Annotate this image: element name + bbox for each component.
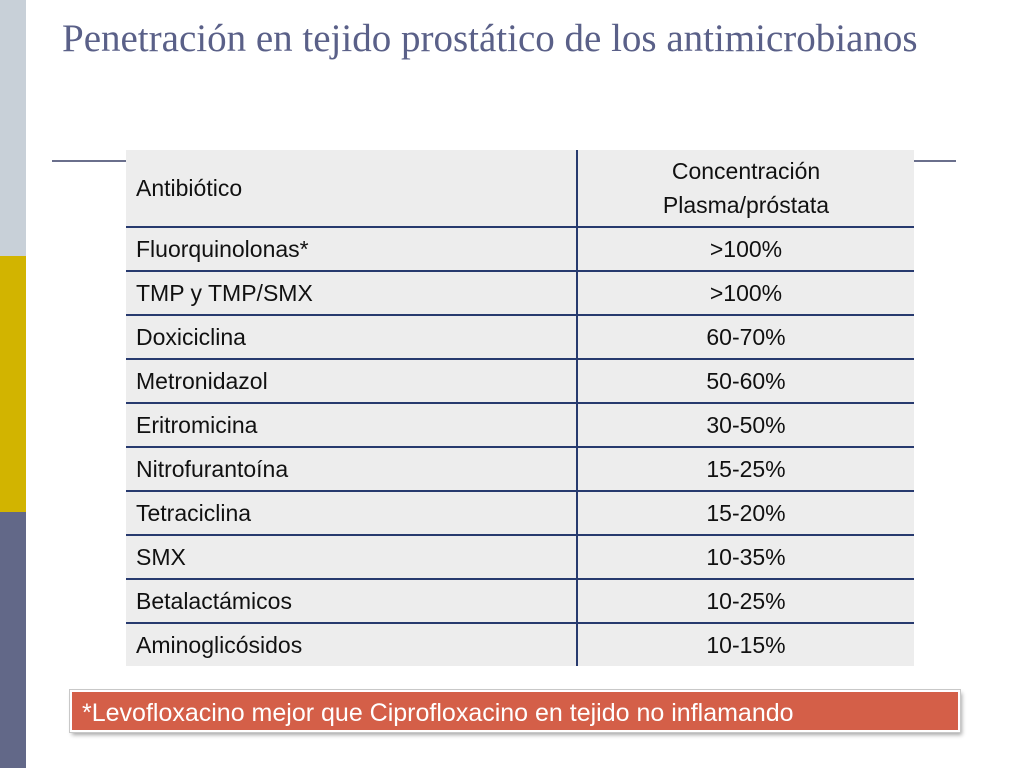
footnote-box: *Levofloxacino mejor que Ciprofloxacino … (70, 690, 960, 732)
cell-concentration: >100% (577, 227, 914, 272)
table-row: Fluorquinolonas* >100% (126, 227, 914, 272)
table-header-row: Antibiótico Concentración Plasma/próstat… (126, 150, 914, 228)
cell-antibiotic: Eritromicina (126, 403, 578, 448)
cell-antibiotic: Tetraciclina (126, 491, 578, 536)
decorative-stripe-bottom (0, 512, 26, 768)
table-row: Doxiciclina 60-70% (126, 315, 914, 360)
cell-concentration: >100% (577, 271, 914, 316)
cell-concentration: 10-35% (577, 535, 914, 580)
cell-concentration: 15-25% (577, 447, 914, 492)
cell-concentration: 15-20% (577, 491, 914, 536)
cell-concentration: 10-25% (577, 579, 914, 624)
table-row: Tetraciclina 15-20% (126, 491, 914, 536)
table-body: Fluorquinolonas* >100% TMP y TMP/SMX >100% D… (126, 227, 914, 666)
cell-concentration: 60-70% (577, 315, 914, 360)
cell-antibiotic: Aminoglicósidos (126, 623, 578, 666)
table-row: SMX 10-35% (126, 535, 914, 580)
antibiotic-table-container: Antibiótico Concentración Plasma/próstat… (126, 150, 914, 666)
cell-antibiotic: Metronidazol (126, 359, 578, 404)
cell-concentration: 10-15% (706, 632, 786, 658)
cell-antibiotic: Fluorquinolonas* (126, 227, 578, 272)
cell-antibiotic: Betalactámicos (126, 579, 578, 624)
table-row: Metronidazol 50-60% (126, 359, 914, 404)
table-row: Nitrofurantoína 15-25% (126, 447, 914, 492)
table-row: Eritromicina 30-50% (126, 403, 914, 448)
title-underline-right (912, 160, 956, 162)
header-antibiotic: Antibiótico (126, 150, 578, 228)
cell-antibiotic: Doxiciclina (126, 315, 578, 360)
slide-title: Penetración en tejido prostático de los … (62, 17, 918, 60)
decorative-stripe-top (0, 0, 26, 256)
antibiotic-penetration-table: Antibiótico Concentración Plasma/próstat… (126, 150, 914, 666)
cell-antibiotic: SMX (126, 535, 578, 580)
table-row: TMP y TMP/SMX >100% (126, 271, 914, 316)
cell-antibiotic: Nitrofurantoína (126, 447, 578, 492)
cell-antibiotic: TMP y TMP/SMX (126, 271, 578, 316)
table-row: Betalactámicos 10-25% (126, 579, 914, 624)
header-concentration: Concentración Plasma/próstata (577, 150, 914, 228)
cell-concentration: 30-50% (577, 403, 914, 448)
decorative-stripe-middle (0, 256, 26, 512)
title-underline-left (52, 160, 128, 162)
cell-concentration: 50-60% (577, 359, 914, 404)
table-row: Aminoglicósidos 10-15% (126, 623, 914, 666)
